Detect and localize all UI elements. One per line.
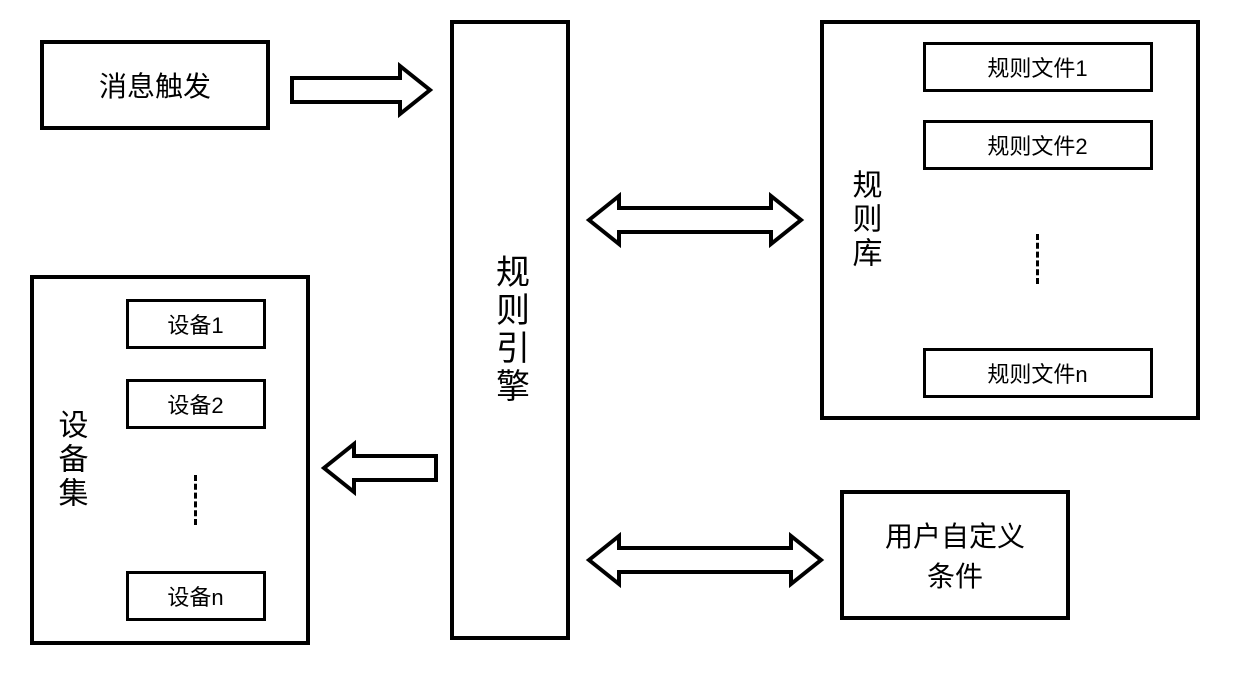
arrow-engine-to-devices <box>320 438 440 498</box>
message-trigger-label: 消息触发 <box>99 65 211 105</box>
device-ellipsis <box>105 429 286 571</box>
rule-library-node: 规则库 规则文件1 规则文件2 规则文件n <box>820 20 1200 420</box>
rule-file-2: 规则文件2 <box>923 120 1153 170</box>
rule-engine-node: 规则引擎 <box>450 20 570 640</box>
user-condition-label-2: 条件 <box>927 555 983 595</box>
rule-engine-label: 规则引擎 <box>486 254 535 406</box>
rule-file-ellipsis <box>899 170 1176 348</box>
rule-file-1: 规则文件1 <box>923 42 1153 92</box>
rule-library-label: 规则库 <box>842 169 886 271</box>
device-set-node: 设备集 设备1 设备2 设备n <box>30 275 310 645</box>
device-item-1: 设备1 <box>126 299 266 349</box>
device-item-2: 设备2 <box>126 379 266 429</box>
user-condition-label-1: 用户自定义 <box>885 515 1025 555</box>
diagram-canvas: 消息触发 规则引擎 设备集 设备1 设备2 设备n <box>0 0 1240 674</box>
rule-file-n: 规则文件n <box>923 348 1153 398</box>
message-trigger-node: 消息触发 <box>40 40 270 130</box>
arrow-engine-library <box>585 190 805 250</box>
arrow-msg-to-engine <box>290 60 435 120</box>
device-set-label: 设备集 <box>48 409 92 511</box>
user-condition-node: 用户自定义 条件 <box>840 490 1070 620</box>
device-item-n: 设备n <box>126 571 266 621</box>
arrow-engine-usercond <box>585 530 825 590</box>
